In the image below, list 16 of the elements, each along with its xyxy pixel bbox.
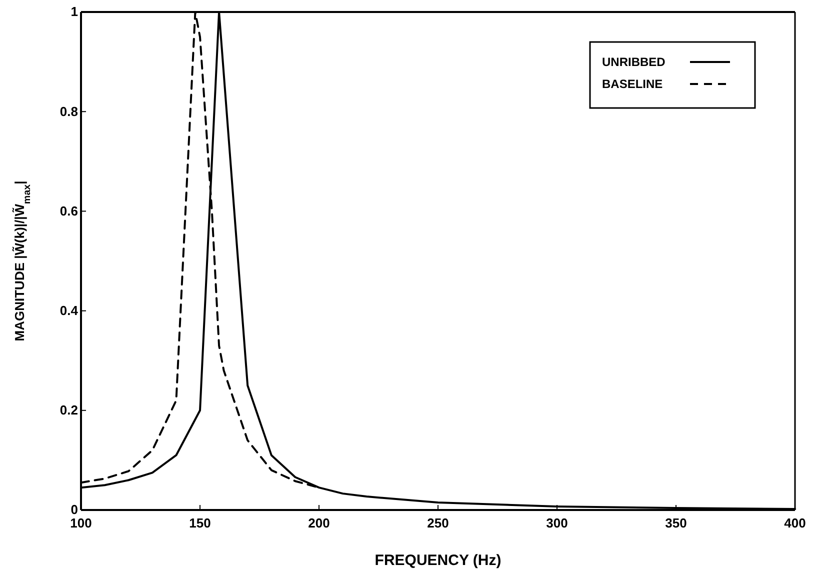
y-tick-label: 1: [70, 4, 78, 20]
x-tick-label: 350: [665, 515, 687, 530]
x-axis-title: FREQUENCY (Hz): [374, 552, 502, 569]
y-tick-label: 0.6: [60, 203, 78, 218]
y-tick-label: 0: [70, 502, 78, 518]
x-tick-label: 150: [189, 515, 211, 530]
x-tick-label: 200: [308, 515, 330, 530]
legend-label: UNRIBBED: [602, 55, 666, 69]
y-tick-label: 0.4: [60, 302, 79, 318]
x-tick-label: 250: [427, 515, 449, 530]
x-tick-label: 100: [70, 515, 92, 530]
y-tick-label: 0.8: [60, 104, 78, 119]
x-tick-label: 400: [784, 515, 806, 530]
y-tick-label: 0.2: [60, 402, 78, 418]
legend-label: BASELINE: [602, 77, 663, 91]
x-tick-label: 300: [546, 515, 568, 530]
